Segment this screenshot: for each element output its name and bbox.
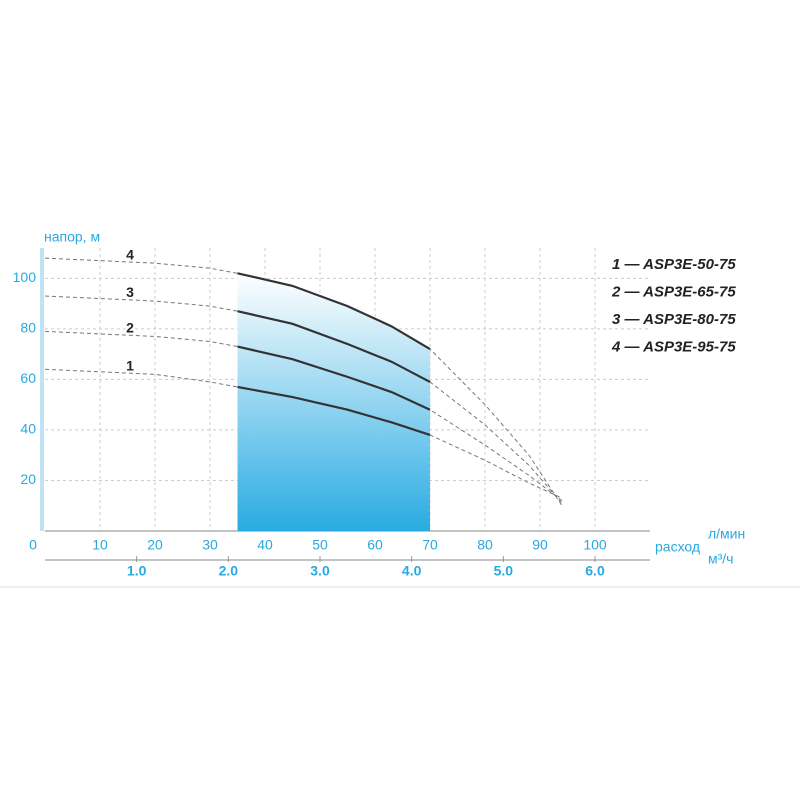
legend-entry: 4 — ASP3E-95-75 [611, 338, 736, 355]
legend-entry: 3 — ASP3E-80-75 [612, 311, 736, 328]
curve-label: 3 [126, 284, 134, 300]
x2-tick-label: 5.0 [494, 563, 514, 579]
x-tick-label: 70 [422, 537, 438, 553]
x2-tick-label: 3.0 [310, 563, 330, 579]
x2-unit: м³/ч [708, 551, 733, 567]
y-axis-label: напор, м [44, 229, 100, 245]
curve-label: 4 [126, 246, 134, 262]
curve-label: 1 [126, 358, 134, 374]
curve [237, 310, 431, 383]
x-tick-label: 50 [312, 537, 328, 553]
x2-tick-label: 2.0 [219, 563, 239, 579]
operating-area [237, 273, 430, 531]
x-tick-label: 40 [257, 537, 273, 553]
x2-tick-label: 6.0 [585, 563, 605, 579]
x-axis-label: расход [655, 539, 700, 555]
x-tick-label: 0 [29, 537, 37, 553]
legend-entry: 2 — ASP3E-65-75 [611, 283, 736, 300]
x-tick-label: 60 [367, 537, 383, 553]
curve-extension [44, 330, 563, 502]
y-tick-label: 80 [20, 320, 36, 336]
curve-extension [44, 295, 563, 504]
y-tick-label: 20 [20, 471, 36, 487]
curve-label: 2 [126, 320, 134, 336]
x-tick-label: 90 [532, 537, 548, 553]
x-unit: л/мин [708, 526, 745, 542]
x2-tick-label: 4.0 [402, 563, 422, 579]
curve-extension [44, 368, 563, 499]
x-tick-label: 20 [147, 537, 163, 553]
x-tick-label: 80 [477, 537, 493, 553]
x-tick-label: 100 [583, 537, 607, 553]
legend-entry: 1 — ASP3E-50-75 [612, 256, 736, 273]
curve [237, 345, 431, 411]
x2-tick-label: 1.0 [127, 563, 147, 579]
x-tick-label: 10 [92, 537, 108, 553]
x-tick-label: 30 [202, 537, 218, 553]
curve [237, 385, 431, 437]
y-tick-label: 60 [20, 370, 36, 386]
y-tick-label: 40 [20, 421, 36, 437]
y-tick-label: 100 [13, 269, 37, 285]
curve-extension [44, 257, 563, 507]
curve [237, 272, 431, 351]
